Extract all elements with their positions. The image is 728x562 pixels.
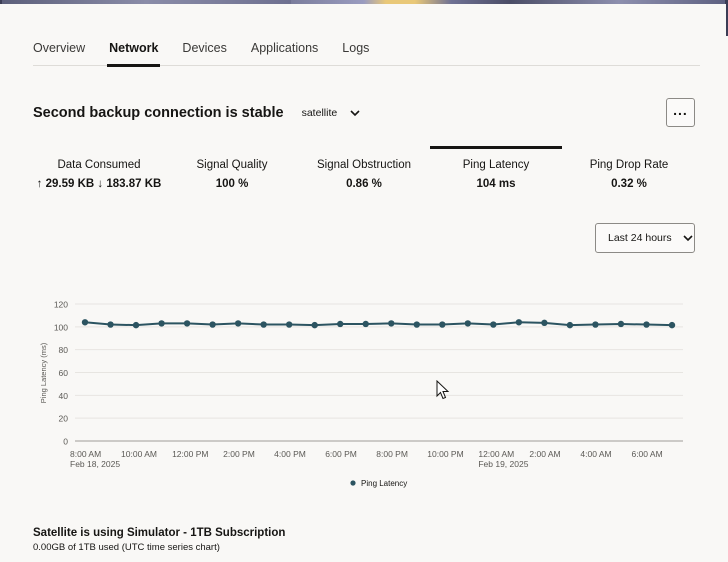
data-point[interactable] xyxy=(362,320,369,328)
metric-indicator xyxy=(166,146,298,149)
x-tick-label: 4:00 AM xyxy=(580,449,611,459)
metric-indicator xyxy=(563,146,695,149)
data-point[interactable] xyxy=(592,321,599,328)
metric-indicator xyxy=(33,146,165,149)
y-tick-label: 40 xyxy=(59,391,69,401)
x-tick-label: 2:00 AM xyxy=(529,449,560,459)
metrics-row: Data Consumed ↑ 29.59 KB ↓ 183.87 KB Sig… xyxy=(33,146,700,196)
metric-label: Ping Latency xyxy=(462,159,530,171)
data-point[interactable] xyxy=(490,321,497,328)
y-tick-label: 100 xyxy=(54,322,68,332)
metric-label: Signal Obstruction xyxy=(317,159,411,171)
ping-latency-chart: 0 20 40 60 80 100 120 Ping Latency (ms) 8:00 AM F… xyxy=(0,290,728,500)
chevron-down-icon[interactable] xyxy=(349,107,361,119)
data-point[interactable] xyxy=(311,321,318,329)
data-point[interactable] xyxy=(209,321,216,328)
tab-applications[interactable]: Applications xyxy=(250,41,319,55)
y-axis-label: Ping Latency (ms) xyxy=(39,342,48,403)
subscription-description: 0.00GB of 1TB used (UTC time series char… xyxy=(33,542,220,553)
metric-value: 100 % xyxy=(215,178,249,190)
connection-select[interactable]: satellite xyxy=(301,107,338,119)
data-point[interactable] xyxy=(132,321,140,329)
chevron-down-icon xyxy=(683,235,693,242)
data-point[interactable] xyxy=(234,320,242,327)
tab-overview[interactable]: Overview xyxy=(33,41,86,55)
tab-network[interactable]: Network xyxy=(107,36,161,67)
data-point[interactable] xyxy=(388,320,395,327)
data-point[interactable] xyxy=(566,321,574,329)
more-actions-button[interactable]: ... xyxy=(666,98,695,127)
metric-indicator xyxy=(430,146,562,149)
network-page xyxy=(0,4,726,562)
metric-value: ↑ 29.59 KB ↓ 183.87 KB xyxy=(36,178,162,190)
x-tick-label: 10:00 AM xyxy=(121,449,157,459)
x-tick-date-label: Feb 19, 2025 xyxy=(478,459,528,469)
metric-value: 0.32 % xyxy=(611,178,647,190)
time-range-label: Last 24 hours xyxy=(608,232,672,244)
ellipsis-icon: ... xyxy=(673,101,688,118)
data-point[interactable] xyxy=(107,321,114,328)
data-point[interactable] xyxy=(285,321,293,328)
data-point[interactable] xyxy=(439,321,446,328)
x-tick-label: 8:00 PM xyxy=(376,449,408,459)
metric-label: Signal Quality xyxy=(196,159,268,171)
data-point[interactable] xyxy=(260,321,267,328)
subscription-title: Satellite is using Simulator - 1TB Subsc… xyxy=(33,527,286,539)
window-right-edge xyxy=(725,0,728,36)
window-top-strip xyxy=(0,0,728,4)
data-point[interactable] xyxy=(81,319,89,326)
x-tick-label: 2:00 PM xyxy=(223,449,255,459)
data-point[interactable] xyxy=(183,320,191,327)
data-point[interactable] xyxy=(617,320,625,328)
data-point[interactable] xyxy=(541,319,548,327)
metric-signal-obstruction[interactable]: Signal Obstruction 0.86 % xyxy=(298,146,430,191)
data-point[interactable] xyxy=(337,320,344,328)
connection-header: Second backup connection is stable satel… xyxy=(33,105,361,121)
x-tick-label: 6:00 AM xyxy=(631,449,662,459)
data-point[interactable] xyxy=(413,321,420,328)
y-tick-label: 0 xyxy=(63,437,68,447)
x-tick-label: 6:00 PM xyxy=(325,449,357,459)
page-title: Second backup connection is stable xyxy=(33,105,284,121)
metric-signal-quality[interactable]: Signal Quality 100 % xyxy=(166,146,298,191)
y-tick-label: 20 xyxy=(59,414,69,424)
y-tick-label: 80 xyxy=(59,345,69,355)
data-point[interactable] xyxy=(668,321,676,329)
metric-indicator xyxy=(298,146,430,149)
metric-value: 0.86 % xyxy=(346,178,382,190)
data-point[interactable] xyxy=(464,320,472,327)
metric-label: Data Consumed xyxy=(57,159,141,171)
metric-ping-latency[interactable]: Ping Latency 104 ms xyxy=(430,146,562,191)
mouse-cursor-icon xyxy=(436,380,450,400)
legend-label[interactable]: Ping Latency xyxy=(361,479,407,488)
tab-logs[interactable]: Logs xyxy=(342,41,370,55)
metric-label: Ping Drop Rate xyxy=(589,159,669,171)
x-tick-label: 12:00 PM xyxy=(172,449,208,459)
series-line xyxy=(84,321,673,327)
data-point[interactable] xyxy=(158,320,165,327)
x-tick-label: 12:00 AM xyxy=(478,449,514,459)
metric-ping-drop-rate[interactable]: Ping Drop Rate 0.32 % xyxy=(563,146,695,191)
data-point[interactable] xyxy=(643,321,650,328)
x-tick-label: 4:00 PM xyxy=(274,449,306,459)
x-tick-label: 10:00 PM xyxy=(427,449,463,459)
tab-bar: Overview Network Devices Applications Lo… xyxy=(33,36,700,67)
x-tick-date-label: Feb 18, 2025 xyxy=(70,459,120,469)
metric-data-consumed[interactable]: Data Consumed ↑ 29.59 KB ↓ 183.87 KB xyxy=(33,146,165,191)
y-tick-label: 120 xyxy=(54,300,68,310)
y-tick-label: 60 xyxy=(59,368,69,378)
time-range-select[interactable]: Last 24 hours xyxy=(595,223,695,253)
legend-marker-icon xyxy=(350,480,356,486)
metric-value: 104 ms xyxy=(476,178,516,190)
x-tick-label: 8:00 AM xyxy=(70,449,101,459)
tab-devices[interactable]: Devices xyxy=(182,41,227,55)
data-point[interactable] xyxy=(515,319,523,326)
